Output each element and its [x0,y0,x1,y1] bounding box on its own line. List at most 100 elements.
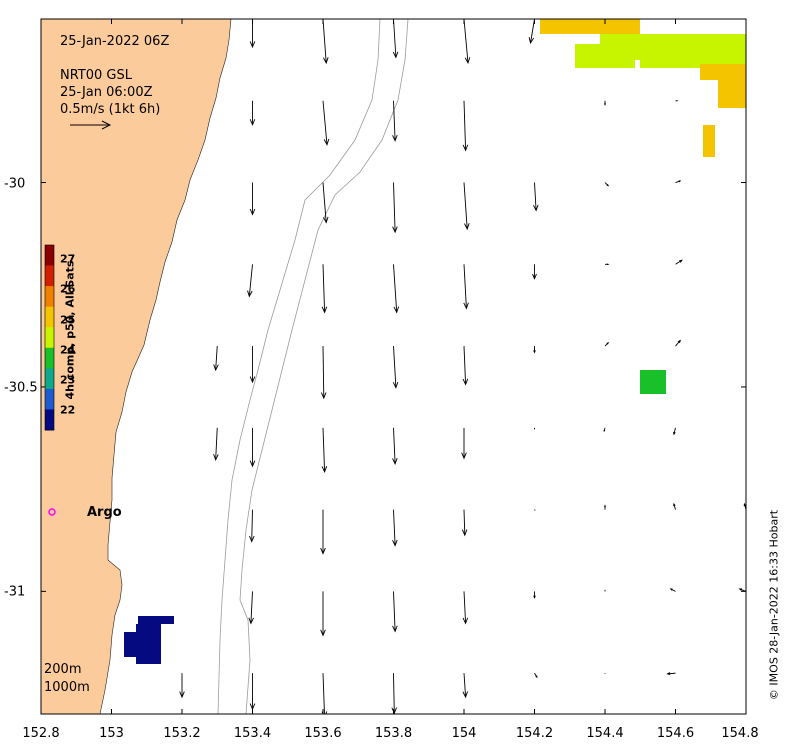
sst-mid-cell [690,44,746,64]
colorbar-segment [45,265,54,287]
current-vector [463,19,469,64]
current-vector [463,509,466,536]
axis-ticks [40,19,747,714]
current-vector-head [461,529,468,537]
current-vector-head [249,460,256,468]
sst-warm-cell [540,19,600,34]
current-vector-head [464,223,470,231]
current-vector-head [738,588,743,591]
current-vector-head [249,41,256,49]
isobath-200m [217,19,381,714]
current-vector [248,264,253,297]
current-vector-head [606,342,610,345]
current-vector [530,19,535,44]
scale-label: 0.5m/s (1kt 6h) [60,102,161,117]
map-title: 25-Jan-2022 06Z [60,34,170,49]
current-vector [463,182,468,229]
x-tick-label: 154.2 [515,726,554,741]
current-vector-head [535,675,538,679]
current-vector-head [462,378,469,386]
current-vector-head [743,502,746,507]
x-tick-label: 152.8 [22,726,60,741]
current-vector [393,100,396,141]
current-vector-head [392,51,399,59]
current-vector-head [669,588,673,591]
current-vector [251,509,253,542]
current-vector-head [392,458,398,465]
sst-warm-cell [700,60,746,80]
colorbar-tick-label: 23 [60,373,76,387]
current-vector-head [392,134,398,142]
current-vectors [179,19,746,714]
current-vector-head [533,204,539,212]
current-vector-head [603,429,606,433]
current-vector-head [320,629,326,637]
land-coastline [41,19,232,714]
current-vector-head [679,259,683,263]
current-vector-head [606,184,610,187]
current-vector-head [533,350,536,354]
current-vector [463,264,467,309]
current-vector-head [393,306,400,314]
colorbar-tick-label: 26 [60,282,76,296]
current-vector [463,673,467,698]
sst-cold-cell [138,616,174,624]
y-tick-label: -30 [4,176,26,192]
current-vector [322,100,328,145]
sst-mid-cell [640,60,700,68]
sst-warm-cell [703,125,715,157]
colorbar-segment [45,409,54,431]
current-vector-head [392,625,398,633]
current-vector-head [533,595,536,599]
current-vector-head [677,339,682,344]
x-tick-label: 154.8 [721,726,759,741]
x-tick-label: 153 [99,726,124,741]
current-vector-head [528,37,535,45]
x-tick-label: 154.6 [656,726,695,741]
current-vector-head [673,502,676,507]
current-vector-head [249,535,255,543]
scale-arrow-head [101,120,112,130]
y-tick-label: -31 [4,584,26,600]
colorbar-segment [45,368,54,390]
current-vector-head [464,57,471,65]
current-vector-head [248,617,254,625]
current-vector [393,427,396,464]
current-vector-head [461,452,467,460]
sst-warm-cell [718,80,746,108]
current-vector [393,346,397,388]
current-vector [393,591,396,632]
colorbar-segment [45,245,54,267]
current-vector [534,182,537,211]
current-vector [393,19,397,58]
sst-green-cell [640,370,666,394]
current-vector [393,182,396,233]
current-vector [322,427,326,472]
colorbar-tick-label: 24 [60,343,76,357]
current-vector-head [320,547,326,555]
current-vector-head [247,290,253,298]
current-vector [322,19,327,64]
current-vector [322,346,325,399]
isobath-1000m [239,19,409,714]
x-tick-label: 153.8 [374,726,413,741]
current-vector-head [673,431,676,436]
current-vector-head [321,306,328,314]
current-vector [393,673,395,714]
current-vector-head [391,707,397,714]
current-vector [463,100,467,151]
isobath-label-1000m: 1000m [44,680,90,695]
current-vector [322,182,327,223]
colorbar-segment [45,306,54,328]
current-vector-head [604,103,606,106]
current-vector-head [323,138,330,146]
x-tick-label: 154 [451,726,477,741]
current-vector-head [213,454,219,461]
current-vector [250,591,253,624]
current-vector-head [179,691,185,699]
sst-mid-cell [575,60,635,68]
colorbar-segment [45,388,54,410]
current-vector-head [392,539,398,547]
current-vector-head [666,672,671,676]
